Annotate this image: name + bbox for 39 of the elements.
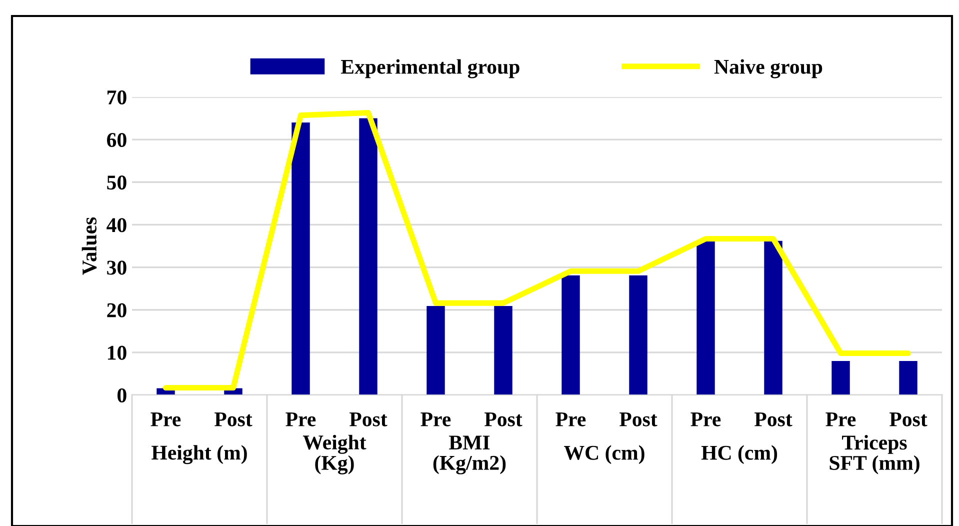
text: Triceps SFT (mm)	[830, 434, 920, 474]
y-tick-label: 10	[108, 346, 126, 360]
bar	[764, 240, 782, 395]
x-tick-label: Post	[350, 412, 388, 426]
bar	[832, 360, 850, 395]
bar	[292, 122, 310, 395]
y-axis-title: Values	[82, 217, 97, 275]
text: Height (m)	[152, 445, 247, 464]
bar	[562, 275, 580, 395]
y-tick-label: 40	[106, 218, 126, 232]
y-tick-label: 20	[107, 303, 126, 318]
text: HC (cm)	[701, 445, 778, 464]
bar	[629, 275, 648, 395]
text: WC (cm)	[564, 445, 644, 464]
x-tick-label: Pre	[420, 412, 451, 426]
bar	[359, 118, 378, 395]
text: BMI (Kg/m2)	[433, 436, 506, 474]
bar	[494, 306, 512, 395]
x-tick-label: Post	[890, 412, 928, 426]
bar	[696, 240, 715, 395]
x-tick-label: Pre	[556, 412, 586, 426]
y-tick-label: 50	[107, 176, 126, 190]
x-tick-label: Post	[754, 412, 792, 426]
x-tick-label: Post	[484, 412, 522, 426]
y-tick-label: 0	[118, 388, 126, 402]
x-tick-label: Post	[620, 412, 658, 426]
x-tick-label: Pre	[150, 412, 181, 426]
y-tick-label: 60	[107, 132, 126, 148]
x-tick-label: Pre	[286, 412, 316, 426]
legend-label: Experimental group	[340, 59, 520, 78]
x-tick-label: Pre	[690, 412, 721, 426]
y-tick-label: 70	[107, 90, 126, 104]
bar	[426, 306, 445, 395]
bar	[899, 360, 918, 395]
x-tick-label: Post	[214, 412, 252, 426]
y-tick-label: 30	[107, 260, 126, 275]
x-tick-label: Pre	[826, 412, 856, 426]
legend-label: Naive group	[714, 59, 822, 78]
text: Weight (Kg)	[302, 434, 366, 474]
